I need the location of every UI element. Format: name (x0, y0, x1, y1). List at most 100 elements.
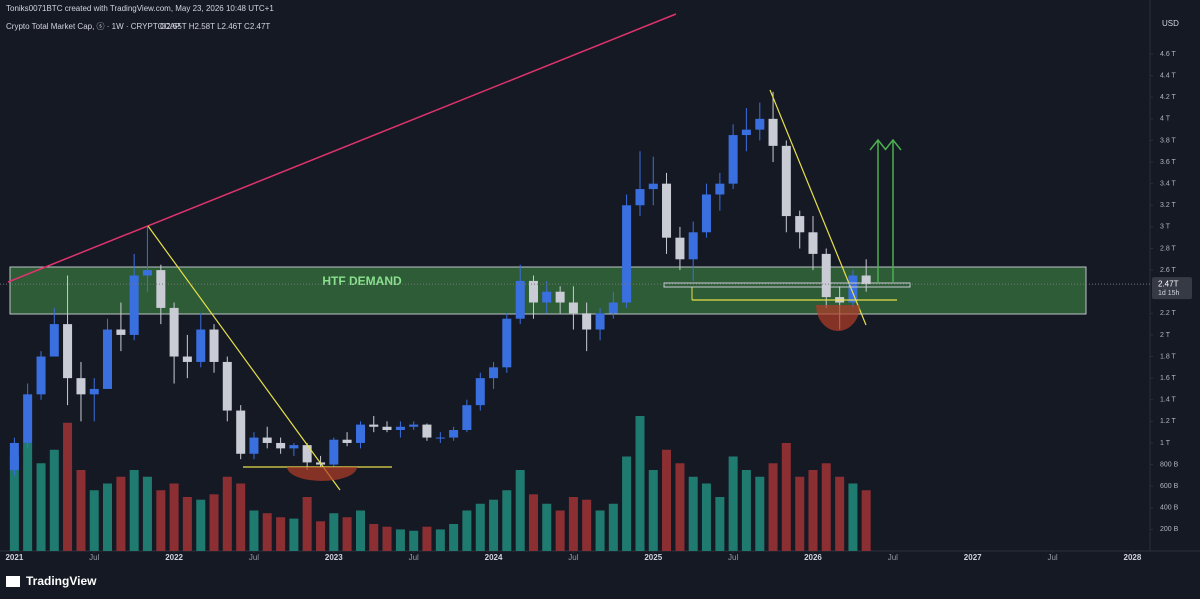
y-tick-label: 4.6 T (1160, 51, 1177, 58)
candle-body (861, 275, 871, 285)
volume-bar (182, 497, 192, 551)
candle-body (302, 445, 312, 463)
candle-body (329, 439, 339, 465)
volume-bar (821, 463, 831, 551)
volume-bar (409, 530, 419, 551)
candle-body (715, 183, 725, 195)
candle-body (382, 426, 392, 430)
volume-bar (768, 463, 778, 551)
candle-body (462, 405, 472, 430)
x-tick-label: Jul (89, 553, 99, 562)
x-tick-label: Jul (409, 553, 419, 562)
candle-body (182, 356, 192, 362)
candle-body (236, 410, 246, 454)
volume-bar (116, 476, 126, 551)
candle-body (142, 270, 152, 276)
candle-body (675, 237, 685, 260)
y-tick-label: 4 T (1160, 116, 1171, 123)
volume-bar (795, 476, 805, 551)
volume-bar (595, 510, 605, 551)
candle-body (36, 356, 46, 395)
x-tick-label: 2028 (1124, 553, 1142, 562)
volume-bar (222, 476, 232, 551)
volume-bar (196, 499, 206, 551)
y-tick-label: 1.2 T (1160, 418, 1177, 425)
volume-bar (129, 470, 139, 551)
candle-body (169, 307, 179, 357)
volume-bar (355, 510, 366, 551)
y-tick-label: 3.4 T (1160, 181, 1177, 188)
currency: USD (1162, 19, 1179, 28)
downtrend-line (147, 225, 341, 491)
last-price-box (1152, 277, 1192, 300)
volume-bar (169, 483, 179, 551)
candle-body (622, 205, 632, 303)
candle-body (355, 424, 366, 443)
volume-bar (808, 470, 818, 551)
volume-bar (142, 476, 152, 551)
volume-bar (861, 490, 871, 551)
y-tick-label: 600 B (1160, 483, 1179, 490)
candle-body (9, 442, 19, 470)
volume-layer (9, 416, 871, 551)
y-tick-label: 2.6 T (1160, 267, 1177, 274)
volume-bar (741, 470, 751, 551)
logo-mark (6, 576, 20, 587)
candle-body (276, 442, 286, 449)
volume-bar (635, 416, 645, 551)
candle-body (768, 118, 778, 146)
symbol: Crypto Total Market Cap, ⓢ · 1W · CRYPTO… (6, 22, 180, 31)
volume-bar (662, 449, 672, 551)
candle-body (209, 329, 219, 362)
y-tick-label: 2.8 T (1160, 245, 1177, 252)
y-tick-label: 3.6 T (1160, 159, 1177, 166)
candle-body (262, 437, 272, 443)
volume-bar (382, 526, 392, 551)
y-tick-label: 2 T (1160, 332, 1171, 339)
y-tick-label: 1 T (1160, 440, 1171, 447)
volume-bar (475, 503, 485, 551)
volume-bar (76, 470, 86, 551)
candle-body (196, 329, 206, 362)
y-tick-label: 200 B (1160, 526, 1179, 533)
volume-bar (316, 521, 326, 551)
y-tick-label: 400 B (1160, 505, 1179, 512)
candle-body (582, 313, 592, 330)
candle-body (102, 329, 113, 389)
volume-bar (369, 524, 379, 551)
y-tick-label: 800 B (1160, 461, 1179, 468)
volume-bar (395, 529, 405, 551)
volume-bar (648, 470, 658, 551)
volume-bar (449, 524, 459, 551)
volume-bar (89, 490, 99, 551)
candle-body (89, 388, 99, 395)
x-tick-label: Jul (568, 553, 578, 562)
volume-bar (728, 456, 738, 551)
volume-bar (462, 510, 472, 551)
volume-bar (422, 526, 432, 551)
candle-body (249, 437, 259, 454)
volume-bar (582, 499, 592, 551)
candle-body (555, 291, 565, 303)
candle-body (289, 445, 299, 449)
volume-bar (835, 476, 845, 551)
volume-bar (608, 503, 618, 551)
candle-body (395, 426, 405, 430)
candle-body (156, 270, 166, 308)
volume-bar (36, 463, 46, 551)
candle-body (728, 135, 738, 184)
target-arrows (869, 138, 902, 283)
volume-bar (23, 443, 33, 551)
candle-body (489, 367, 499, 379)
bottom-arc (287, 467, 357, 481)
volume-bar (102, 483, 113, 551)
candle-body (741, 129, 751, 136)
volume-bar (528, 494, 538, 551)
x-tick-label: Jul (888, 553, 898, 562)
candle-body (435, 437, 445, 439)
y-tick-label: 3 T (1160, 224, 1171, 231)
volume-bar (755, 476, 765, 551)
volume-bar (675, 463, 685, 551)
volume-bar (435, 529, 445, 551)
